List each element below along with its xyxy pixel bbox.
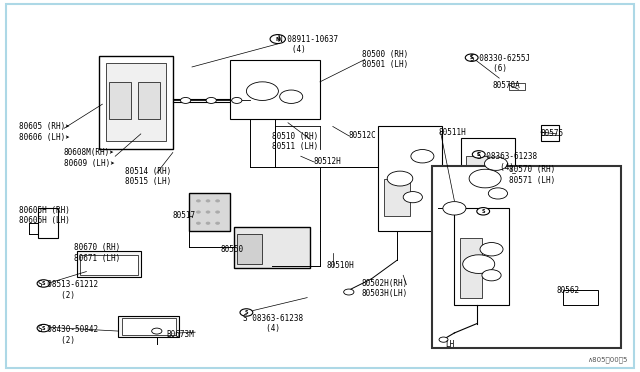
Circle shape — [196, 222, 200, 224]
Circle shape — [37, 280, 50, 287]
Circle shape — [206, 97, 216, 103]
Circle shape — [216, 200, 220, 202]
Circle shape — [216, 211, 220, 213]
Text: LH: LH — [445, 340, 454, 349]
Circle shape — [270, 35, 285, 44]
Circle shape — [480, 243, 503, 256]
Text: 80517: 80517 — [173, 211, 196, 220]
Circle shape — [463, 255, 495, 273]
Text: B0673M: B0673M — [166, 330, 194, 339]
Bar — [378, 126, 442, 231]
Circle shape — [280, 90, 303, 103]
Bar — [106, 63, 166, 141]
Bar — [563, 290, 598, 305]
Circle shape — [403, 192, 422, 203]
Text: S 08430-50842
     (2): S 08430-50842 (2) — [38, 325, 99, 344]
Text: 80605H (RH)
80606H (LH): 80605H (RH) 80606H (LH) — [19, 206, 70, 225]
Circle shape — [443, 202, 466, 215]
Circle shape — [37, 324, 50, 332]
Text: S: S — [481, 209, 485, 214]
Text: 80570 (RH)
80571 (LH): 80570 (RH) 80571 (LH) — [509, 165, 555, 185]
Bar — [77, 251, 141, 277]
Text: 80605 (RH)➤
80606 (LH)➤: 80605 (RH)➤ 80606 (LH)➤ — [19, 122, 70, 142]
Circle shape — [152, 328, 162, 334]
Text: S: S — [42, 281, 45, 286]
Circle shape — [206, 200, 210, 202]
Circle shape — [482, 270, 501, 281]
Bar — [80, 255, 138, 275]
Text: S 08513-61212
     (2): S 08513-61212 (2) — [38, 280, 99, 300]
Text: ∧805（00＇5: ∧805（00＇5 — [587, 356, 627, 363]
Circle shape — [206, 222, 210, 224]
Text: 80514 (RH)
80515 (LH): 80514 (RH) 80515 (LH) — [125, 167, 171, 186]
Circle shape — [387, 171, 413, 186]
Text: 80550: 80550 — [221, 245, 244, 254]
Text: S: S — [470, 55, 474, 60]
Text: S: S — [244, 310, 248, 315]
Bar — [38, 208, 58, 238]
Text: 80510 (RH)
80511 (LH): 80510 (RH) 80511 (LH) — [272, 132, 318, 151]
Circle shape — [469, 169, 501, 188]
FancyBboxPatch shape — [6, 4, 634, 368]
Bar — [237, 234, 262, 264]
Text: 80511H: 80511H — [438, 128, 466, 137]
Circle shape — [472, 151, 485, 158]
Text: S: S — [42, 326, 45, 331]
Text: S 08330-6255J
     (6): S 08330-6255J (6) — [470, 54, 531, 73]
Bar — [230, 60, 320, 119]
Bar — [509, 83, 525, 90]
Text: 80512H: 80512H — [314, 157, 341, 166]
Text: 80570A: 80570A — [493, 81, 520, 90]
Circle shape — [488, 188, 508, 199]
Circle shape — [180, 97, 191, 103]
Bar — [466, 156, 488, 201]
Circle shape — [206, 211, 210, 213]
Circle shape — [196, 211, 200, 213]
Bar — [138, 82, 160, 119]
Circle shape — [246, 82, 278, 100]
Text: 80510H: 80510H — [326, 262, 354, 270]
Bar — [122, 318, 176, 335]
Text: S 08363-61238
     (4): S 08363-61238 (4) — [243, 314, 303, 333]
Circle shape — [484, 157, 508, 170]
Bar — [541, 125, 559, 141]
Text: 80500 (RH)
80501 (LH): 80500 (RH) 80501 (LH) — [362, 50, 408, 69]
Circle shape — [344, 289, 354, 295]
Circle shape — [232, 97, 242, 103]
Bar — [189, 193, 230, 231]
Text: 80670 (RH)
80671 (LH): 80670 (RH) 80671 (LH) — [74, 243, 120, 263]
Text: 80575: 80575 — [541, 129, 564, 138]
Text: 80562: 80562 — [557, 286, 580, 295]
Bar — [118, 316, 179, 337]
Circle shape — [477, 208, 490, 215]
Text: N 08911-10637
   (4): N 08911-10637 (4) — [278, 35, 339, 54]
Text: S 08363-61238
     (4): S 08363-61238 (4) — [477, 152, 537, 171]
Bar — [454, 208, 509, 305]
Text: 80502H(RH)
80503H(LH): 80502H(RH) 80503H(LH) — [362, 279, 408, 298]
Circle shape — [240, 309, 253, 316]
Circle shape — [196, 200, 200, 202]
Circle shape — [465, 54, 478, 61]
Bar — [460, 238, 482, 298]
Bar — [384, 179, 410, 216]
Circle shape — [216, 222, 220, 224]
Text: S: S — [477, 152, 481, 157]
Bar — [461, 138, 515, 208]
Circle shape — [439, 337, 448, 342]
Bar — [99, 56, 173, 149]
Bar — [432, 166, 621, 348]
Circle shape — [411, 150, 434, 163]
Bar — [234, 227, 310, 268]
Text: 80512C: 80512C — [349, 131, 376, 140]
Text: N: N — [275, 36, 280, 42]
Bar — [109, 82, 131, 119]
Text: 80608M(RH)➤
80609 (LH)➤: 80608M(RH)➤ 80609 (LH)➤ — [64, 148, 115, 168]
